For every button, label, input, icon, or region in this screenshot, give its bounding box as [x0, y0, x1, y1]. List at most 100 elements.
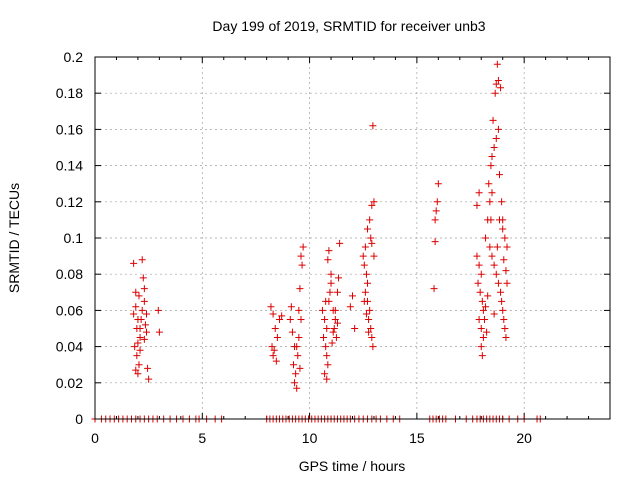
data-point [431, 238, 439, 246]
data-point [365, 315, 373, 323]
data-point [298, 261, 306, 269]
data-point [130, 310, 138, 318]
data-point [503, 243, 511, 251]
y-tick-label: 0.16 [56, 121, 83, 137]
data-point [366, 216, 374, 224]
data-point [332, 334, 340, 342]
data-point [497, 84, 505, 92]
data-point [486, 198, 494, 206]
data-point [361, 243, 369, 251]
data-point [362, 310, 370, 318]
data-point [132, 366, 140, 374]
data-point [499, 216, 507, 224]
data-point [495, 171, 503, 179]
data-point [140, 297, 148, 305]
x-tick-label: 5 [198, 430, 206, 446]
data-point [488, 153, 496, 161]
data-point [368, 201, 376, 209]
data-point [487, 162, 495, 170]
data-point [489, 116, 497, 124]
data-point [497, 288, 505, 296]
data-point [141, 321, 149, 329]
data-point [323, 352, 331, 360]
data-point [369, 122, 377, 130]
y-tick-label: 0.14 [56, 158, 83, 174]
data-point [431, 216, 439, 224]
data-point [287, 303, 295, 311]
data-point [324, 256, 332, 264]
data-point [493, 60, 501, 68]
data-point [486, 243, 494, 251]
x-tick-label: 15 [409, 430, 425, 446]
data-point [502, 267, 510, 275]
data-point [289, 361, 297, 369]
data-point [297, 315, 305, 323]
data-point [479, 306, 487, 314]
data-point [430, 285, 438, 293]
y-tick-label: 0.08 [56, 266, 83, 282]
data-point [432, 207, 440, 215]
data-points [91, 60, 544, 423]
data-point [293, 343, 301, 351]
data-point [485, 180, 493, 188]
data-point [297, 252, 305, 260]
y-tick-label: 0.02 [56, 375, 83, 391]
data-point [134, 370, 142, 378]
data-point [333, 319, 341, 327]
data-point [133, 352, 141, 360]
data-point [475, 261, 483, 269]
data-point [134, 339, 142, 347]
data-point [131, 343, 139, 351]
data-point [346, 303, 354, 311]
data-point [498, 297, 506, 305]
data-point [138, 306, 146, 314]
data-point [364, 279, 372, 287]
x-axis-label: GPS time / hours [299, 458, 406, 474]
data-point [335, 274, 343, 282]
data-point [499, 225, 507, 233]
data-point [138, 256, 146, 264]
data-point [325, 247, 333, 255]
data-point [492, 270, 500, 278]
y-tick-label: 0 [75, 411, 83, 427]
data-point [130, 259, 138, 267]
data-point [269, 310, 277, 318]
data-point [273, 334, 281, 342]
data-point [140, 285, 148, 293]
y-tick-label: 0.06 [56, 302, 83, 318]
data-point [321, 315, 329, 323]
data-point [492, 134, 500, 142]
data-point [490, 310, 498, 318]
data-point [499, 306, 507, 314]
data-point [295, 306, 303, 314]
data-point [328, 339, 336, 347]
data-point [333, 288, 341, 296]
data-point [477, 343, 485, 351]
data-point [295, 334, 303, 342]
data-point [501, 325, 509, 332]
data-point [323, 325, 331, 332]
grid-lines [95, 57, 610, 419]
x-tick-label: 10 [302, 430, 318, 446]
data-point [502, 334, 510, 342]
data-point [367, 325, 375, 332]
data-point [503, 279, 511, 287]
data-point [135, 361, 143, 369]
axis-ticks: 0 5 10 15 20 0 0.02 0.04 0.06 0.08 0.1 0.12 0.14 0.16… [56, 49, 610, 446]
y-tick-label: 0.04 [56, 339, 83, 355]
data-point [433, 198, 441, 206]
data-point [365, 328, 373, 336]
data-point [360, 261, 368, 269]
data-point [473, 252, 481, 260]
data-point [487, 216, 495, 224]
data-point [271, 325, 279, 332]
data-point [330, 325, 338, 332]
data-point [278, 312, 286, 320]
data-point [322, 297, 330, 305]
data-point [136, 334, 144, 342]
data-point [321, 370, 329, 378]
data-point [349, 292, 356, 300]
data-point [133, 325, 141, 332]
data-point [154, 306, 162, 314]
data-point [491, 89, 499, 97]
